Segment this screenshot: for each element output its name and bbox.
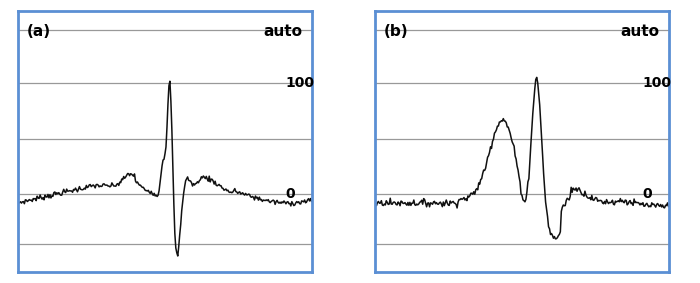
Text: auto: auto [621, 24, 659, 39]
Text: (b): (b) [384, 24, 408, 39]
Text: 0: 0 [642, 187, 652, 201]
Text: 100: 100 [642, 76, 671, 90]
Text: 0: 0 [285, 187, 295, 201]
Text: 100: 100 [285, 76, 314, 90]
Text: (a): (a) [27, 24, 50, 39]
Text: auto: auto [264, 24, 302, 39]
